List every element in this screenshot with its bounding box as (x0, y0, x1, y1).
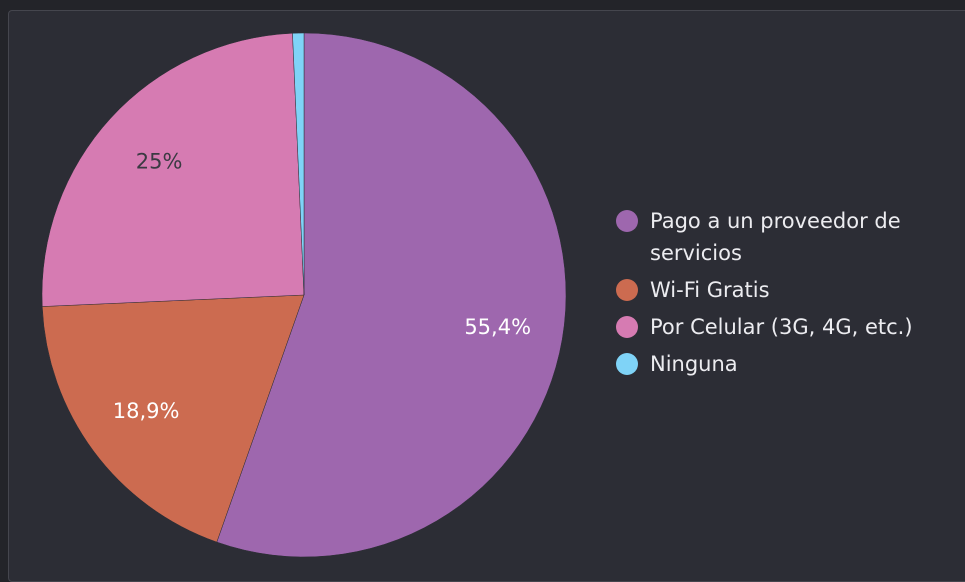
pie-slice (292, 32, 305, 296)
chart: 55,4% 18,9% 25% (41, 32, 567, 558)
data-label: 18,9% (113, 399, 180, 423)
legend-item: Ninguna (616, 348, 916, 380)
legend-item: Pago a un proveedor de servicios (616, 205, 916, 269)
pie-slice (41, 32, 305, 307)
pie-slice (41, 294, 305, 543)
legend: Pago a un proveedor de servicios Wi-Fi Gr… (616, 205, 916, 385)
legend-label: Pago a un proveedor de servicios (650, 209, 901, 265)
legend-label: Ninguna (650, 352, 738, 376)
page: 55,4% 18,9% 25% Pago a un proveedor de ser… (8, 10, 965, 582)
legend-label: Wi-Fi Gratis (650, 278, 770, 302)
legend-swatch (616, 353, 638, 375)
legend-item: Por Celular (3G, 4G, etc.) (616, 311, 916, 343)
legend-swatch (616, 279, 638, 301)
legend-item: Wi-Fi Gratis (616, 274, 916, 306)
data-label: 25% (136, 149, 183, 173)
legend-label: Por Celular (3G, 4G, etc.) (650, 315, 913, 339)
data-label: 55,4% (464, 315, 531, 339)
legend-swatch (616, 210, 638, 232)
legend-swatch (616, 316, 638, 338)
